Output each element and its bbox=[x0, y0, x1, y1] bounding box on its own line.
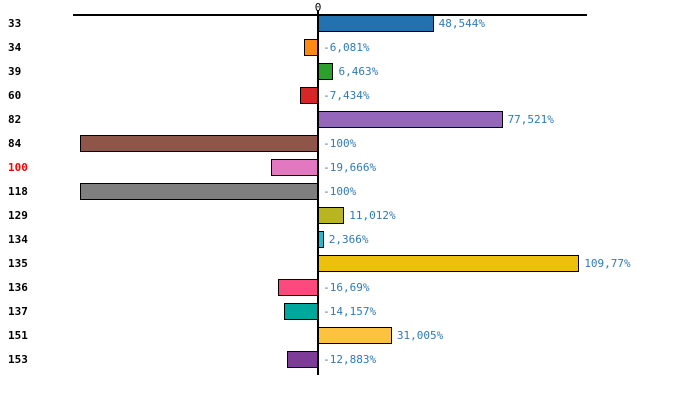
category-label-153: 153 bbox=[8, 352, 28, 366]
bar-82 bbox=[318, 111, 503, 128]
value-label-134: 2,366% bbox=[328, 232, 369, 246]
value-label-153: -12,883% bbox=[323, 352, 377, 366]
bar-118 bbox=[80, 183, 319, 200]
value-label-136: -16,69% bbox=[323, 280, 370, 294]
bar-60 bbox=[300, 87, 319, 104]
zero-tick-label: 0 bbox=[314, 1, 322, 14]
category-label-118: 118 bbox=[8, 184, 28, 198]
category-label-134: 134 bbox=[8, 232, 28, 246]
value-label-135: 109,77% bbox=[584, 256, 631, 270]
bar-153 bbox=[287, 351, 319, 368]
value-label-33: 48,544% bbox=[438, 16, 485, 30]
value-label-82: 77,521% bbox=[507, 112, 554, 126]
value-label-118: -100% bbox=[323, 184, 357, 198]
bar-137 bbox=[284, 303, 319, 320]
value-label-60: -7,434% bbox=[323, 88, 370, 102]
value-label-84: -100% bbox=[323, 136, 357, 150]
bar-33 bbox=[318, 15, 434, 32]
value-label-137: -14,157% bbox=[323, 304, 377, 318]
category-label-84: 84 bbox=[8, 136, 22, 150]
bar-34 bbox=[303, 39, 319, 56]
bar-84 bbox=[80, 135, 319, 152]
plot-top-border-line bbox=[73, 14, 587, 16]
value-label-100: -19,666% bbox=[323, 160, 377, 174]
bar-100 bbox=[271, 159, 319, 176]
category-label-34: 34 bbox=[8, 40, 22, 54]
category-label-136: 136 bbox=[8, 280, 28, 294]
bar-135 bbox=[318, 255, 580, 272]
bar-151 bbox=[318, 327, 392, 344]
category-label-137: 137 bbox=[8, 304, 28, 318]
category-label-135: 135 bbox=[8, 256, 28, 270]
bar-129 bbox=[318, 207, 345, 224]
category-label-100: 100 bbox=[8, 160, 28, 174]
category-label-82: 82 bbox=[8, 112, 22, 126]
category-label-33: 33 bbox=[8, 16, 22, 30]
category-label-151: 151 bbox=[8, 328, 28, 342]
bar-39 bbox=[318, 63, 334, 80]
value-label-129: 11,012% bbox=[349, 208, 396, 222]
value-label-34: -6,081% bbox=[323, 40, 370, 54]
category-label-129: 129 bbox=[8, 208, 28, 222]
value-label-39: 6,463% bbox=[338, 64, 379, 78]
zero-axis-line bbox=[317, 10, 320, 375]
category-label-60: 60 bbox=[8, 88, 22, 102]
value-label-151: 31,005% bbox=[396, 328, 444, 342]
category-label-39: 39 bbox=[8, 64, 22, 78]
bar-136 bbox=[278, 279, 319, 296]
